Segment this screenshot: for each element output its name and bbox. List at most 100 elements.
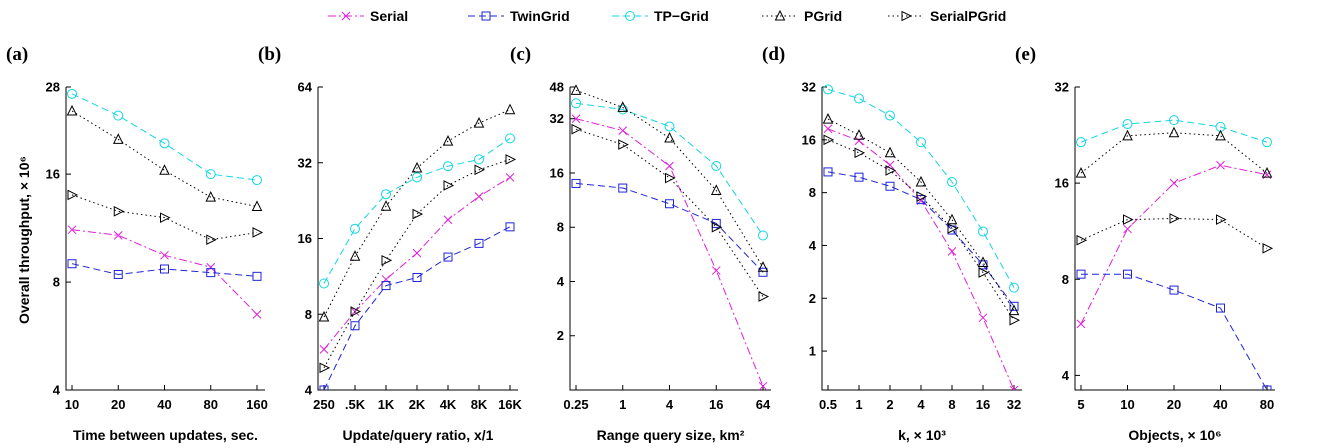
x-axis-label: k, × 10³ — [898, 427, 946, 443]
data-point — [381, 255, 393, 266]
data-point — [711, 266, 721, 275]
data-point — [443, 180, 455, 191]
data-point — [504, 103, 516, 115]
x-tick-label: 4 — [666, 397, 674, 412]
data-point — [412, 272, 422, 282]
data-point — [916, 191, 928, 202]
data-point — [758, 291, 770, 302]
data-point — [381, 189, 391, 200]
data-point — [1009, 282, 1019, 293]
x-tick-label: 2 — [886, 397, 893, 412]
data-point — [67, 259, 77, 269]
legend-label: Serial — [370, 8, 408, 24]
data-point — [160, 264, 169, 274]
series-line — [323, 176, 511, 350]
legend-marker — [774, 9, 786, 21]
data-point — [665, 199, 674, 209]
series — [823, 167, 1019, 311]
x-tick-label: 16 — [976, 397, 990, 412]
series-line — [827, 88, 1015, 288]
data-point — [853, 129, 865, 140]
series-line — [827, 139, 1015, 321]
legend-marker — [341, 11, 351, 21]
series-line — [575, 182, 764, 273]
series — [570, 84, 769, 272]
legend-label: PGrid — [804, 8, 842, 24]
series — [571, 178, 768, 277]
data-point — [571, 178, 581, 188]
data-point — [1008, 304, 1020, 316]
data-point — [823, 84, 833, 95]
data-point — [252, 175, 262, 186]
data-point — [1169, 285, 1179, 295]
series — [571, 123, 770, 302]
data-point — [1216, 160, 1225, 170]
data-point — [854, 172, 864, 182]
legend-marker — [481, 11, 491, 21]
data-point — [978, 313, 988, 323]
y-tick-label: 28 — [46, 80, 60, 95]
series-line — [71, 263, 258, 277]
series-line — [575, 128, 764, 297]
data-point — [978, 267, 990, 278]
series-line — [827, 128, 1015, 390]
panel-label: (b) — [258, 44, 281, 65]
series — [1076, 160, 1272, 329]
panel-label: (d) — [762, 44, 785, 65]
data-point — [618, 183, 628, 193]
x-tick-label: 80 — [204, 397, 218, 412]
series-line — [827, 118, 1015, 311]
data-point — [854, 93, 864, 104]
y-tick-label: 32 — [802, 80, 816, 95]
series-line — [71, 229, 258, 315]
data-point — [1262, 137, 1272, 148]
x-axis-label: Objects, × 10⁶ — [1128, 427, 1221, 443]
series-line — [1081, 273, 1268, 390]
data-point — [113, 269, 123, 279]
data-point — [823, 134, 835, 146]
data-point — [1076, 319, 1086, 329]
data-point — [67, 189, 79, 201]
data-point — [915, 175, 927, 187]
axes — [821, 87, 1022, 391]
data-point — [947, 176, 957, 187]
data-point — [711, 221, 723, 233]
series-line — [1080, 119, 1268, 143]
data-point — [1076, 269, 1086, 279]
x-tick-label: 10 — [1120, 397, 1134, 412]
x-tick-label: 32 — [1007, 397, 1021, 412]
y-axis-label: Overall throughput, × 10⁶ — [16, 156, 32, 324]
y-tick-label: 8 — [305, 307, 312, 322]
data-point — [1216, 303, 1225, 313]
series — [823, 134, 1021, 326]
axes — [569, 87, 771, 391]
data-point — [160, 250, 169, 260]
legend-item: PGrid — [762, 8, 842, 24]
data-point — [617, 101, 629, 112]
data-point — [571, 114, 581, 124]
data-point — [823, 124, 833, 134]
data-point — [664, 121, 675, 132]
series — [823, 84, 1019, 293]
data-point — [505, 172, 515, 182]
series-line — [71, 194, 258, 241]
data-point — [885, 165, 897, 176]
x-tick-label: 16K — [498, 397, 522, 412]
data-point — [758, 230, 768, 241]
y-tick-label: 2 — [557, 328, 564, 343]
data-point — [885, 110, 895, 121]
data-point — [823, 167, 833, 177]
data-point — [1262, 243, 1274, 254]
x-tick-label: 0.25 — [563, 397, 588, 412]
series — [67, 88, 262, 186]
series-line — [71, 110, 258, 207]
series-line — [323, 109, 511, 318]
x-axis-label: Time between updates, sec. — [73, 427, 258, 443]
y-tick-label: 8 — [53, 275, 60, 290]
data-point — [571, 123, 583, 135]
y-tick-label: 32 — [550, 111, 564, 126]
data-point — [710, 184, 722, 195]
series-line — [1080, 217, 1268, 249]
